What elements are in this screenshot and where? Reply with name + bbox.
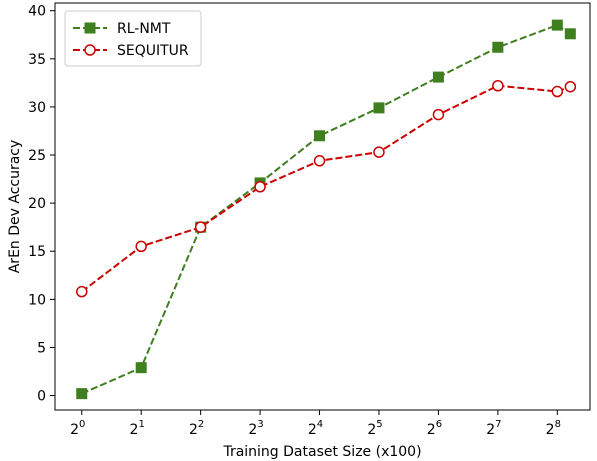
x-tick-base: 2 (427, 422, 436, 438)
data-point (564, 80, 577, 93)
data-point (432, 108, 445, 121)
x-tick-exponent: 4 (317, 419, 323, 430)
data-point (492, 41, 504, 53)
y-tick-label: 0 (37, 389, 46, 405)
x-tick-label: 28 (546, 419, 561, 438)
x-tick-label: 22 (189, 419, 204, 438)
series-line (81, 84, 571, 293)
data-point (492, 79, 504, 92)
legend-marker (84, 22, 96, 34)
legend: RL-NMT SEQUITUR (64, 10, 202, 67)
y-tick-label: 25 (28, 148, 46, 164)
x-tick-base: 2 (130, 422, 139, 438)
data-point (551, 85, 564, 98)
x-tick-exponent: 1 (138, 419, 144, 430)
legend-marker (84, 44, 96, 56)
x-axis-label: Training Dataset Size (x100) (222, 444, 421, 460)
y-axis-label: ArEn Dev Accuracy (7, 140, 23, 274)
x-tick-exponent: 2 (198, 419, 204, 430)
x-tick-base: 2 (70, 422, 79, 438)
x-axis: 20 21 22 23 24 25 26 27 28 (70, 410, 561, 438)
x-tick-label: 21 (130, 419, 145, 438)
x-tick-exponent: 5 (376, 419, 382, 430)
series-2 (76, 79, 577, 298)
x-tick-label: 23 (248, 419, 263, 438)
x-tick-base: 2 (486, 422, 495, 438)
x-tick-exponent: 7 (495, 419, 501, 430)
data-point (373, 146, 385, 158)
y-tick-label: 5 (37, 340, 46, 356)
x-tick-base: 2 (546, 422, 555, 438)
data-point (313, 155, 326, 167)
x-tick-exponent: 3 (257, 419, 263, 430)
data-point (135, 362, 147, 374)
y-tick-label: 10 (28, 292, 46, 308)
x-tick-base: 2 (308, 422, 317, 438)
x-tick-exponent: 8 (555, 419, 561, 430)
x-tick-label: 20 (70, 419, 85, 438)
plot-area (54, 2, 591, 411)
data-point (76, 388, 88, 400)
x-tick-base: 2 (189, 422, 198, 438)
x-tick-label: 24 (308, 419, 323, 438)
data-point (314, 130, 326, 142)
data-point (76, 285, 88, 298)
data-point (551, 19, 563, 31)
data-point (254, 181, 266, 193)
x-tick-exponent: 6 (436, 419, 442, 430)
y-axis: 0 5 10 15 20 25 30 35 40 (28, 4, 55, 405)
x-tick-label: 27 (486, 419, 501, 438)
x-tick-base: 2 (367, 422, 376, 438)
data-point (194, 221, 207, 233)
y-tick-label: 30 (28, 100, 46, 116)
legend-label: SEQUITUR (117, 43, 189, 59)
data-point (564, 28, 576, 40)
x-tick-exponent: 0 (79, 419, 85, 430)
legend-box (64, 10, 202, 67)
x-tick-label: 25 (367, 419, 382, 438)
data-point (432, 71, 444, 83)
y-tick-label: 15 (28, 244, 46, 260)
series-line (81, 23, 571, 395)
x-tick-label: 26 (427, 419, 442, 438)
y-tick-label: 20 (28, 196, 46, 212)
y-tick-label: 40 (28, 4, 46, 20)
data-point (135, 240, 147, 253)
series-layer (76, 19, 577, 400)
x-tick-base: 2 (248, 422, 257, 438)
legend-label: RL-NMT (117, 21, 171, 37)
data-point (373, 102, 385, 114)
y-tick-label: 35 (28, 52, 46, 68)
